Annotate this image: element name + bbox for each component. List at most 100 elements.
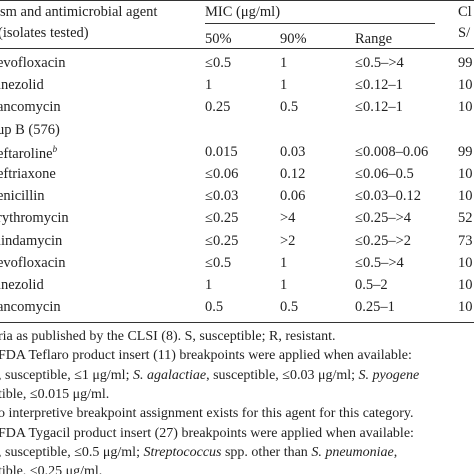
- cell-text: evofloxacin: [0, 254, 66, 271]
- cell-text: lindamycin: [0, 232, 63, 249]
- footnote-text: tible, ≤0.015 μg/ml.: [0, 386, 110, 402]
- cell-mic-50: 1: [205, 278, 212, 293]
- cell-text: ≤0.008–0.06: [355, 143, 429, 160]
- footnote-text: spp. other than: [221, 444, 312, 460]
- cell-mic-90: 0.06: [280, 189, 305, 204]
- cell-text: 1: [280, 55, 288, 71]
- cell-text: ≤0.03: [205, 188, 239, 205]
- header-50: 50%: [205, 31, 232, 47]
- cell-mic-50: 1: [205, 78, 212, 93]
- cell-mic-90: >2: [280, 232, 296, 249]
- footnote-text: ,: [393, 444, 398, 460]
- cell-text: 10: [458, 277, 473, 293]
- cell-mic-90: 0.5: [280, 100, 298, 115]
- cell-text: eftriaxone: [0, 166, 56, 182]
- cell-text: 10: [458, 99, 473, 116]
- cell-cl: 10: [458, 100, 473, 115]
- cell-cl: 10: [458, 300, 473, 315]
- cell-text: ≤0.5: [205, 55, 232, 71]
- cell-mic-90: 1: [280, 278, 287, 293]
- cell-range: ≤0.03–0.12: [355, 189, 421, 204]
- cell-text: 1: [205, 77, 213, 94]
- cell-cl: 10: [458, 167, 473, 182]
- cell-agent: inezolid: [0, 278, 44, 293]
- cell-agent: evofloxacin: [0, 56, 65, 71]
- cell-cl: 99: [458, 56, 473, 71]
- cell-text: 1: [280, 254, 288, 271]
- cell-text: ≤0.5–>4: [355, 55, 404, 71]
- cell-cl: 10: [458, 256, 473, 271]
- cell-text: enicillin: [0, 188, 45, 205]
- header-agent-line1: sm and antimicrobial agent: [0, 4, 158, 20]
- cell-text: inezolid: [0, 77, 44, 94]
- cell-range: ≤0.008–0.06: [355, 145, 428, 160]
- cell-text: eftaroline: [0, 145, 53, 162]
- cell-agent: eftarolineb: [0, 143, 58, 162]
- footnote-text: , susceptible, ≤1 μg/ml;: [0, 367, 133, 383]
- cell-cl: 99: [458, 145, 473, 160]
- cell-range: 0.25–1: [355, 300, 395, 315]
- cell-mic-90: 0.03: [280, 145, 305, 160]
- mic-rule: [205, 23, 435, 24]
- cell-mic-50: ≤0.5: [205, 56, 231, 71]
- footnote-line: , susceptible, ≤1 μg/ml; S. agalactiae, …: [0, 367, 420, 383]
- cell-range: 0.5–2: [355, 278, 388, 293]
- header-cl-line1: Cl: [458, 4, 472, 20]
- cell-mic-90: 0.12: [280, 167, 305, 182]
- cell-text: ≤0.25: [205, 210, 239, 227]
- cell-text: 10: [458, 77, 473, 94]
- cell-mic-90: 1: [280, 56, 287, 71]
- cell-text: ≤0.03–0.12: [355, 188, 421, 205]
- footnote-marker: b: [52, 143, 58, 154]
- header-mic: MIC (μg/ml): [205, 4, 281, 20]
- footnote-text: o interpretive breakpoint assignment exi…: [0, 406, 414, 422]
- cell-text: ≤0.25: [205, 232, 239, 249]
- footnote-line: ria as published by the CLSI (8). S, sus…: [0, 330, 336, 344]
- cell-text: 0.5: [205, 299, 224, 316]
- cell-text: ≤0.12–1: [355, 99, 403, 116]
- cell-text: 99: [458, 55, 473, 71]
- footnote-line: FDA Tygacil product insert (27) breakpoi…: [0, 426, 414, 441]
- cell-text: 0.06: [280, 188, 306, 205]
- cell-mic-90: 1: [280, 78, 287, 93]
- cell-agent: evofloxacin: [0, 256, 65, 271]
- footnote-line: tible, ≤0.25 μg/ml.: [0, 465, 102, 474]
- cell-agent: enicillin: [0, 189, 45, 204]
- footnote-line: FDA Teflaro product insert (11) breakpoi…: [0, 349, 412, 363]
- footnote-text: , susceptible, ≤0.5 μg/ml;: [0, 444, 144, 460]
- cell-mic-50: 0.25: [205, 100, 230, 115]
- cell-cl: 73: [458, 232, 473, 249]
- cell-text: 0.03: [280, 143, 306, 160]
- cell-text: 10: [458, 166, 473, 182]
- cell-text: 10: [458, 299, 473, 316]
- footnote-line: , susceptible, ≤0.5 μg/ml; Streptococcus…: [0, 444, 398, 460]
- cell-text: 1: [280, 77, 288, 94]
- italic-text: Streptococcus: [143, 444, 222, 460]
- footnote-text: FDA Teflaro product insert (11) breakpoi…: [0, 348, 412, 364]
- cell-text: 73: [458, 232, 473, 249]
- cell-text: ≤0.06–0.5: [355, 166, 414, 182]
- cell-text: ≤0.25–>2: [355, 232, 412, 249]
- cell-cl: 52: [458, 211, 473, 226]
- cell-mic-50: ≤0.06: [205, 167, 238, 182]
- cell-range: ≤0.5–>4: [355, 256, 404, 271]
- italic-text: S. pyogene: [358, 367, 420, 383]
- cell-range: ≤0.5–>4: [355, 56, 404, 71]
- cell-mic-90: 0.5: [280, 300, 298, 315]
- cell-text: >2: [280, 232, 296, 249]
- cell-text: inezolid: [0, 277, 44, 293]
- header-range: Range: [355, 31, 393, 47]
- top-rule: [0, 0, 474, 1]
- cell-cl: 10: [458, 78, 473, 93]
- cell-text: 99: [458, 143, 473, 160]
- cell-text: rythromycin: [0, 210, 69, 227]
- bottom-rule: [0, 322, 474, 323]
- cell-mic-90: >4: [280, 211, 295, 226]
- cell-text: 0.25–1: [355, 299, 395, 316]
- cell-cl: 10: [458, 278, 473, 293]
- cell-text: 0.12: [280, 166, 306, 182]
- cell-range: ≤0.06–0.5: [355, 167, 414, 182]
- cell-text: 0.5: [280, 299, 299, 316]
- cell-text: ≤0.06: [205, 166, 239, 182]
